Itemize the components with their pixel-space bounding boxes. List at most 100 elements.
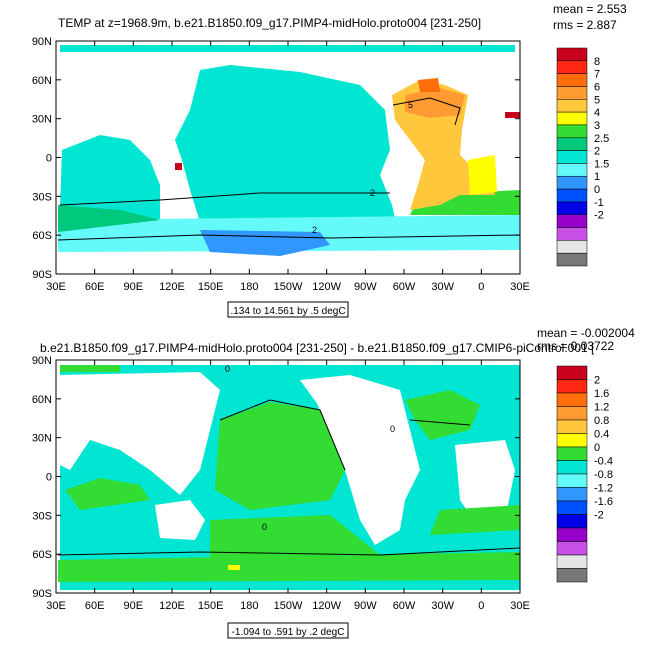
panel-1-range-box [227,301,349,318]
panel-2: b.e21.B1850.f09_g17.PIMP4-midHolo.proto0… [32,326,635,639]
colorbar-box [556,188,588,203]
x-tick-label: 60W [393,600,416,612]
y-tick-label: 30S [32,191,52,203]
panel-1-contour-label-3: 2 [312,225,317,235]
colorbar-box [556,554,588,569]
panel-2-arctic-green [60,365,120,372]
panel-2-title: b.e21.B1850.f09_g17.PIMP4-midHolo.proto0… [40,341,595,355]
panel-2-contour-0c [409,419,471,426]
panel-1-rms: rms = 2.887 [553,18,617,32]
x-tick-label: 150W [274,281,303,293]
colorbar-box [556,240,588,254]
colorbar-box [556,150,588,164]
y-tick-label: 90N [32,36,52,48]
panel-2-x-axis: 30E 60E 90E 120E 150E 180 150W 120W 90W 60W 30W 0 30… [46,360,530,612]
colorbar-label: -1 [594,197,604,209]
colorbar-label: 6 [594,81,600,93]
colorbar-label: 4 [594,107,600,119]
colorbar-label: 1 [594,171,600,183]
colorbar-label: 2 [594,375,600,387]
colorbar-label: -1.2 [594,483,613,495]
colorbar-box [556,175,588,190]
colorbar-box [556,446,588,461]
panel-1-contour-2 [59,192,390,206]
colorbar-box [556,379,588,394]
colorbar-label: 1.6 [594,388,609,400]
x-tick-label: 30W [431,600,454,612]
panel-2-contour-label-3: 0 [225,364,230,374]
x-tick-label: 30W [431,281,454,293]
colorbar-box [556,86,588,100]
panel-2-contour-0b [57,547,521,556]
panel-2-contour-0 [219,399,346,471]
x-tick-label: 120W [312,600,341,612]
panel-2-contour-label-1: 0 [262,522,267,532]
panel-2-colorbar: 21.6 1.20.8 0.40 -0.4-0.8 -1.2-1.6 -2 [556,365,613,583]
colorbar-box [556,124,588,139]
y-tick-label: 30N [32,433,52,445]
y-tick-label: 30S [32,510,52,522]
colorbar-box [556,541,588,556]
colorbar-box [556,460,588,475]
colorbar-box [556,47,588,62]
colorbar-box [556,487,588,502]
panel-1-mean: mean = 2.553 [553,2,627,16]
x-tick-label: 90W [354,281,377,293]
colorbar-label: -2 [594,210,604,222]
colorbar-box [556,111,588,126]
colorbar-label: 5 [594,94,600,106]
panel-2-south-atl-green [430,505,520,535]
x-tick-label: 30E [46,281,66,293]
y-tick-label: 90S [32,269,52,281]
colorbar-box [556,60,588,74]
panel-2-americas-land [300,375,420,545]
colorbar-label: 2.5 [594,133,609,145]
panel-1-map: 2 5 2 [55,40,521,275]
colorbar-box [556,568,588,583]
y-tick-label: 60S [32,230,52,242]
panel-2-y-axis: 90N 60N 30N 0 30S 60S 90S [32,355,520,600]
panel-1-indian [60,135,160,220]
colorbar-box [556,137,588,151]
panel-1-red-mark-med [505,112,520,118]
y-tick-label: 60N [32,75,52,87]
panel-1-red-mark-indo [175,163,182,170]
panel-2-yellow-spot [228,565,240,570]
colorbar-box [556,473,588,488]
x-tick-label: 60E [85,600,105,612]
colorbar-box [556,433,588,448]
colorbar-box [556,73,588,87]
panel-2-map: 0 0 0 [55,359,521,594]
panel-2-south-green [210,515,400,560]
colorbar-box [556,514,588,529]
colorbar-box [556,406,588,421]
colorbar-box [556,227,588,241]
colorbar-box [556,252,588,267]
panel-2-pacific-green [215,402,345,510]
panel-2-mean: mean = -0.002004 [537,326,635,340]
colorbar-box [556,500,588,515]
panel-1-title: TEMP at z=1968.9m, b.e21.B1850.f09_g17.P… [58,16,481,30]
panel-2-indian-green [65,478,150,510]
x-tick-label: 0 [478,281,484,293]
x-tick-label: 180 [240,600,258,612]
colorbar-label: 0.4 [594,429,609,441]
panel-2-range-label: -1.094 to .591 by .2 degC [232,627,345,638]
x-tick-label: 180 [240,281,258,293]
panel-2-contour-label-2: 0 [390,424,395,434]
y-tick-label: 90S [32,588,52,600]
colorbar-label: 0 [594,442,600,454]
colorbar-label: -0.8 [594,469,613,481]
panel-1-atlantic-warm [405,88,465,118]
panel-2-asia-land [60,372,220,495]
x-tick-label: 120W [312,281,341,293]
x-tick-label: 120E [159,281,185,293]
y-tick-label: 0 [46,472,52,484]
panel-1-southern-band [200,230,330,256]
colorbar-label: 3 [594,120,600,132]
colorbar-box [556,392,588,407]
panel-1-atlantic-hot [418,78,440,92]
panel-1-range-label: .134 to 14.561 by .5 degC [230,306,345,317]
